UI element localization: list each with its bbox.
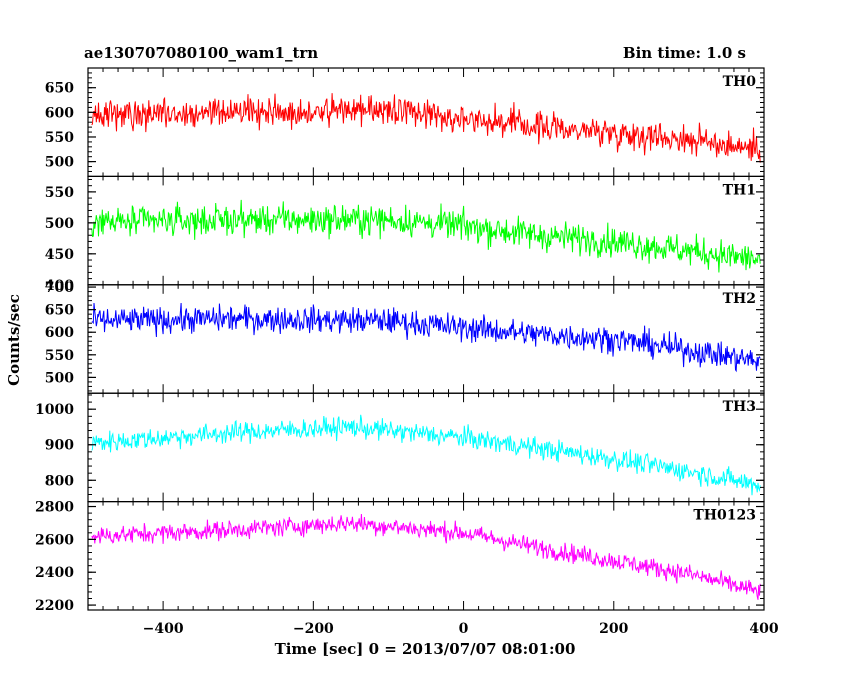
y-tick-label: 550 <box>45 348 74 364</box>
y-tick-label: 900 <box>45 438 74 454</box>
y-tick-label: 550 <box>45 130 74 146</box>
series-th1-line <box>91 199 761 273</box>
y-axis-label: Counts/sec <box>5 294 23 386</box>
series-label: TH1 <box>723 182 756 198</box>
plot-title: ae130707080100_wam1_trn <box>84 44 319 62</box>
series-th2-line <box>91 302 761 373</box>
series-th0123-line <box>91 513 761 600</box>
series-label: TH2 <box>723 291 756 307</box>
x-tick-label: 400 <box>749 621 778 637</box>
x-tick-label: 0 <box>459 621 469 637</box>
y-tick-label: 550 <box>45 185 74 201</box>
y-tick-label: 500 <box>45 155 74 171</box>
y-tick-label: 400 <box>45 278 74 294</box>
bin-time-label: Bin time: 1.0 s <box>622 44 746 62</box>
y-tick-label: 650 <box>45 81 74 97</box>
x-tick-label: 200 <box>599 621 628 637</box>
y-tick-label: 2400 <box>35 565 74 581</box>
panel-frame <box>87 284 765 394</box>
y-tick-label: 500 <box>45 370 74 386</box>
series-label: TH3 <box>723 399 756 415</box>
series-th3-line <box>91 414 761 496</box>
y-tick-label: 800 <box>45 473 74 489</box>
y-tick-label: 600 <box>45 325 74 341</box>
y-tick-label: 1000 <box>35 402 74 418</box>
series-label: TH0123 <box>693 508 756 524</box>
series-label: TH0 <box>723 74 757 90</box>
y-tick-label: 650 <box>45 303 74 319</box>
y-tick-label: 500 <box>45 216 74 232</box>
panel-frame <box>87 501 765 611</box>
series-th0-line <box>91 93 761 163</box>
y-tick-label: 2200 <box>35 598 74 614</box>
y-tick-label: 600 <box>45 105 74 121</box>
y-tick-label: 450 <box>45 247 74 263</box>
y-tick-label: 2600 <box>35 532 74 548</box>
panel-frame <box>87 392 765 503</box>
x-tick-label: −400 <box>143 621 184 637</box>
x-tick-label: −200 <box>293 621 334 637</box>
y-tick-label: 700 <box>45 280 74 296</box>
y-tick-label: 2800 <box>35 500 74 516</box>
x-axis-label: Time [sec] 0 = 2013/07/07 08:01:00 <box>274 640 576 658</box>
